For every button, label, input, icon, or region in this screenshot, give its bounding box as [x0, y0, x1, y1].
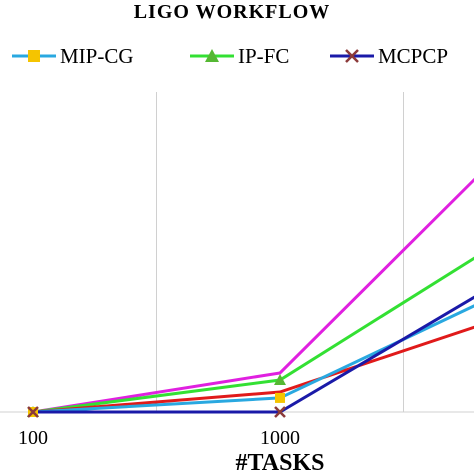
- x-axis-label: #TASKS: [236, 450, 325, 474]
- marker: [274, 406, 286, 418]
- legend-marker: [345, 49, 359, 63]
- chart-title: LIGO WORKFLOW: [134, 1, 331, 23]
- x-tick-label: 100: [18, 427, 48, 449]
- series-line: [33, 295, 474, 414]
- x-tick-label: 1000: [260, 427, 300, 449]
- legend-marker: [205, 49, 219, 62]
- plot-area: [0, 92, 474, 418]
- legend-label: MIP-CG: [60, 44, 134, 68]
- series-line: [32, 256, 474, 414]
- legend-item: IP-FC: [190, 44, 289, 68]
- marker: [27, 406, 39, 418]
- legend-label: IP-FC: [238, 44, 289, 68]
- legend-item: MIP-CG: [12, 44, 134, 68]
- legend-label: MCPCP: [378, 44, 448, 68]
- legend-item: MCPCP: [330, 44, 448, 68]
- marker: [274, 374, 286, 385]
- marker: [275, 392, 285, 403]
- legend-marker: [28, 50, 40, 62]
- series-line: [32, 325, 474, 414]
- series-line: [32, 177, 474, 414]
